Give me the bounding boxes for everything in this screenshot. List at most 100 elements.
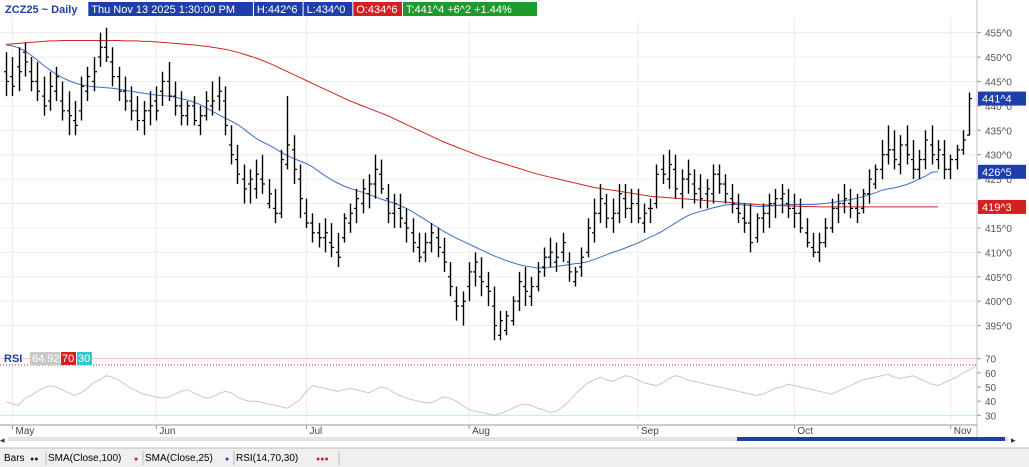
- datetime-label: Thu Nov 13 2025 1:30:00 PM: [91, 4, 235, 16]
- ohlc-bar: [548, 237, 553, 267]
- ohlc-bar: [855, 193, 860, 224]
- sma25-tag: [978, 164, 1026, 179]
- ohlc-bar: [436, 227, 441, 258]
- ohlc-bar: [167, 61, 172, 101]
- rsi-oversold-bg: [77, 352, 92, 365]
- ohlc-bar: [298, 164, 303, 219]
- ohlc-bar: [260, 154, 265, 194]
- rsi-settings-icon[interactable]: ●●●: [316, 456, 329, 463]
- close-change-label-bg: [403, 2, 538, 16]
- price-tick-label: 395^0: [985, 322, 1012, 333]
- ohlc-bar: [617, 184, 622, 224]
- ohlc-bar: [173, 81, 178, 116]
- symbol-label: ZCZ25 ~ Daily: [5, 4, 78, 16]
- ohlc-bar: [830, 198, 835, 233]
- footer-bar: Bars ●● SMA(Close,100) ● SMA(Close,25) ● RSI(1…: [0, 447, 1029, 467]
- month-label: Aug: [472, 426, 490, 437]
- ohlc-bar: [448, 262, 453, 297]
- ohlc-bar: [142, 101, 147, 136]
- ohlc-bar: [529, 276, 534, 307]
- ohlc-bar: [248, 169, 253, 204]
- ohlc-bar: [692, 169, 697, 204]
- month-label: Sep: [641, 426, 659, 437]
- ohlc-bar: [636, 188, 641, 224]
- scroll-right-icon[interactable]: ▸: [1011, 435, 1016, 445]
- bars-settings-icon[interactable]: ●●: [30, 456, 38, 463]
- ohlc-bar: [473, 252, 478, 287]
- ohlc-bar: [680, 169, 685, 209]
- rsi-tick-label: 40: [985, 397, 997, 408]
- ohlc-bar: [723, 174, 728, 204]
- month-label: Oct: [797, 426, 813, 437]
- rsi-panel: [0, 358, 977, 416]
- ohlc-bar: [104, 27, 109, 62]
- open-label-bg: [353, 2, 402, 16]
- ohlc-bar: [217, 76, 222, 111]
- ohlc-bar: [98, 32, 103, 67]
- ohlc-bar: [85, 66, 90, 101]
- high-label-bg: [253, 2, 303, 16]
- ohlc-bar: [417, 232, 422, 263]
- ohlc-bar: [592, 198, 597, 243]
- last-price-tag: [978, 91, 1026, 106]
- ohlc-bar: [611, 198, 616, 233]
- ohlc-bar: [736, 193, 741, 224]
- ohlc-bar: [586, 218, 591, 258]
- ohlc-bar: [185, 101, 190, 126]
- ohlc-bar: [886, 125, 891, 165]
- footer-item[interactable]: SMA(Close,25): [145, 453, 213, 464]
- scroll-left-icon[interactable]: ◂: [0, 435, 5, 445]
- ohlc-bar: [748, 203, 753, 253]
- sma100-settings-icon[interactable]: ●: [134, 456, 138, 463]
- time-scrollbar[interactable]: [8, 437, 1008, 441]
- ohlc-bar: [54, 66, 59, 101]
- rsi-tick-label: 30: [985, 411, 997, 422]
- ohlc-bar: [711, 164, 716, 204]
- ohlc-bar: [10, 57, 15, 97]
- ohlc-bar: [930, 125, 935, 165]
- ohlc-bar: [511, 296, 516, 326]
- ohlc-bar: [673, 154, 678, 199]
- ohlc-bar: [423, 232, 428, 263]
- ohlc-bar: [67, 91, 72, 136]
- rsi-value: 64.92: [32, 353, 60, 365]
- ohlc-bar: [242, 164, 247, 204]
- ohlc-bar: [367, 174, 372, 209]
- ohlc-bar: [848, 188, 853, 219]
- footer-item[interactable]: Bars: [4, 453, 25, 464]
- open-label: O:434^6: [356, 4, 397, 16]
- month-label: Jul: [309, 426, 322, 437]
- price-tick-label: 445^0: [985, 77, 1012, 88]
- ohlc-bar: [179, 91, 184, 126]
- month-label: May: [16, 426, 35, 437]
- ohlc-bar: [354, 188, 359, 224]
- ohlc-bar: [229, 125, 234, 165]
- time-scrollbar-thumb[interactable]: [737, 437, 1005, 441]
- ohlc-bar: [429, 223, 434, 253]
- rsi-overbought: 70: [62, 353, 74, 365]
- ohlc-bar: [404, 208, 409, 243]
- rsi-tick-label: 50: [985, 383, 997, 394]
- footer-item[interactable]: SMA(Close,100): [48, 453, 121, 464]
- month-label: Jun: [159, 426, 175, 437]
- ohlc-bar: [967, 92, 972, 136]
- ohlc-bar: [398, 193, 403, 228]
- sma100-tag: [978, 199, 1026, 214]
- sma25-settings-icon[interactable]: ●: [225, 456, 229, 463]
- ohlc-bar: [867, 169, 872, 204]
- ohlc-bar: [492, 286, 497, 341]
- footer-bg: [0, 448, 1029, 467]
- ohlc-bar: [786, 188, 791, 219]
- ohlc-bar: [705, 179, 710, 209]
- footer-item[interactable]: RSI(14,70,30): [236, 453, 298, 464]
- price-tick-label: 435^0: [985, 126, 1012, 137]
- price-tick-label: 455^0: [985, 29, 1012, 40]
- ohlc-bar: [955, 144, 960, 170]
- ohlc-bar: [642, 203, 647, 233]
- ohlc-bar: [873, 164, 878, 189]
- ohlc-bar: [936, 140, 941, 170]
- ohlc-bar: [461, 291, 466, 326]
- ohlc-bar: [92, 57, 97, 92]
- ohlc-bar: [110, 47, 115, 87]
